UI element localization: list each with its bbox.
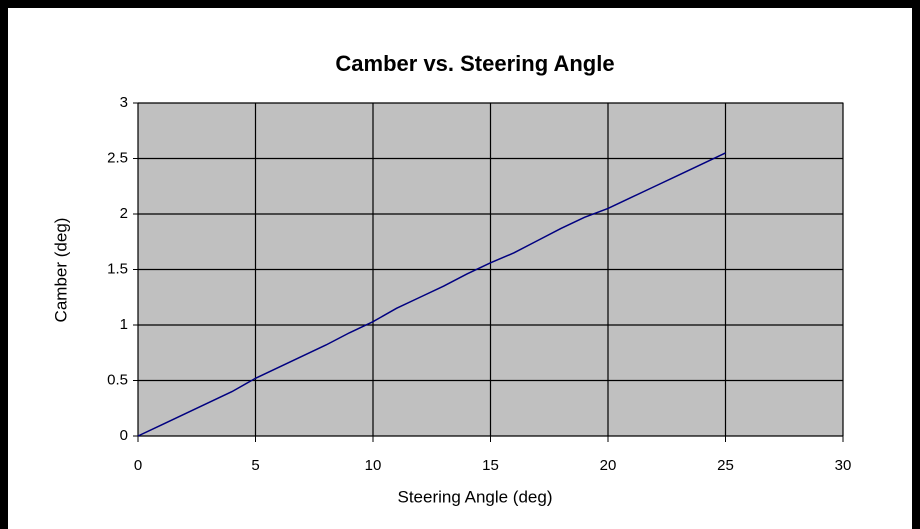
- y-tick-label: 2.5: [107, 149, 128, 166]
- x-tick-label: 30: [835, 457, 852, 474]
- y-tick-label: 0: [120, 427, 128, 444]
- series-line: [137, 152, 726, 437]
- x-tick-label: 5: [251, 457, 259, 474]
- y-tick-label: 2: [120, 205, 128, 222]
- y-tick-label: 1: [120, 316, 128, 333]
- x-tick-label: 20: [600, 457, 617, 474]
- x-tick-label: 0: [134, 457, 142, 474]
- y-tick-label: 3: [120, 94, 128, 111]
- x-tick-label: 15: [482, 457, 499, 474]
- y-axis-label: Camber (deg): [51, 218, 70, 323]
- y-tick-label: 1.5: [107, 260, 128, 277]
- x-tick-label: 25: [717, 457, 734, 474]
- x-axis-label: Steering Angle (deg): [398, 487, 553, 506]
- x-tick-label: 10: [365, 457, 382, 474]
- chart-title: Camber vs. Steering Angle: [335, 51, 614, 76]
- y-tick-label: 0.5: [107, 371, 128, 388]
